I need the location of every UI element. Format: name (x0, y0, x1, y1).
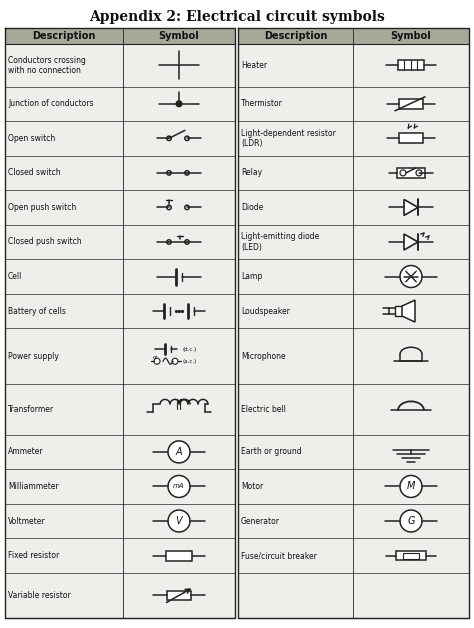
Text: Symbol: Symbol (159, 31, 200, 41)
Text: Open push switch: Open push switch (8, 203, 76, 212)
Text: Battery of cells: Battery of cells (8, 306, 66, 315)
Text: Loudspeaker: Loudspeaker (241, 306, 290, 315)
Bar (5, 28, 235, 44)
Text: or: or (153, 355, 159, 360)
Text: Milliammeter: Milliammeter (8, 482, 59, 491)
Bar (238, 44, 469, 618)
Text: Thermistor: Thermistor (241, 99, 283, 108)
Circle shape (400, 170, 406, 176)
Text: Generator: Generator (241, 516, 280, 526)
Polygon shape (402, 300, 415, 322)
Circle shape (167, 171, 171, 175)
Text: Microphone: Microphone (241, 352, 286, 360)
Text: Fixed resistor: Fixed resistor (8, 551, 59, 560)
Text: Conductors crossing
with no connection: Conductors crossing with no connection (8, 55, 86, 75)
Circle shape (168, 510, 190, 532)
Bar (399, 99, 423, 109)
Text: Motor: Motor (241, 482, 263, 491)
Text: Light-emitting diode
(LED): Light-emitting diode (LED) (241, 232, 319, 252)
Text: A: A (176, 447, 182, 457)
Text: Description: Description (32, 31, 96, 41)
Circle shape (167, 240, 171, 244)
Text: Appendix 2: Electrical circuit symbols: Appendix 2: Electrical circuit symbols (89, 10, 385, 24)
Text: V: V (176, 516, 182, 526)
Text: Heater: Heater (241, 61, 267, 70)
Circle shape (416, 170, 422, 176)
Bar (397, 168, 425, 178)
Circle shape (154, 358, 160, 364)
Text: Ammeter: Ammeter (8, 447, 44, 457)
Text: M: M (407, 482, 415, 492)
Text: Electric bell: Electric bell (241, 405, 286, 414)
Text: Closed push switch: Closed push switch (8, 237, 82, 246)
Text: Symbol: Symbol (391, 31, 431, 41)
Circle shape (185, 205, 189, 210)
Text: Diode: Diode (241, 203, 263, 212)
Circle shape (185, 240, 189, 244)
Bar (398, 60, 424, 70)
Circle shape (185, 136, 189, 141)
Bar (396, 551, 426, 560)
Circle shape (167, 136, 171, 141)
Circle shape (172, 358, 178, 364)
Circle shape (400, 510, 422, 532)
Text: (a.c.): (a.c.) (183, 359, 197, 364)
Text: Earth or ground: Earth or ground (241, 447, 301, 457)
Circle shape (167, 205, 171, 210)
Bar (403, 553, 419, 558)
Circle shape (185, 171, 189, 175)
Circle shape (168, 475, 190, 497)
Bar (399, 133, 423, 143)
Bar (167, 591, 191, 600)
Text: Variable resistor: Variable resistor (8, 591, 71, 600)
Text: Power supply: Power supply (8, 352, 59, 360)
Text: mA: mA (173, 484, 185, 489)
Text: Closed switch: Closed switch (8, 168, 61, 177)
Text: Description: Description (264, 31, 327, 41)
Bar (395, 306, 402, 316)
Text: Transformer: Transformer (8, 405, 54, 414)
Text: Cell: Cell (8, 272, 22, 281)
Polygon shape (404, 200, 418, 215)
Circle shape (400, 266, 422, 288)
Text: Voltmeter: Voltmeter (8, 516, 46, 526)
Text: Open switch: Open switch (8, 134, 55, 143)
Text: Fuse/circuit breaker: Fuse/circuit breaker (241, 551, 317, 560)
Text: G: G (407, 516, 415, 526)
Bar (5, 44, 235, 618)
Text: Lamp: Lamp (241, 272, 262, 281)
Text: Light-dependent resistor
(LDR): Light-dependent resistor (LDR) (241, 129, 336, 148)
Bar (238, 28, 469, 44)
Circle shape (400, 475, 422, 497)
Polygon shape (404, 234, 418, 250)
Text: (d.c.): (d.c.) (183, 347, 197, 352)
Text: Junction of conductors: Junction of conductors (8, 99, 94, 108)
Bar (166, 551, 192, 561)
Circle shape (168, 441, 190, 463)
Text: Relay: Relay (241, 168, 262, 177)
Circle shape (176, 101, 182, 107)
